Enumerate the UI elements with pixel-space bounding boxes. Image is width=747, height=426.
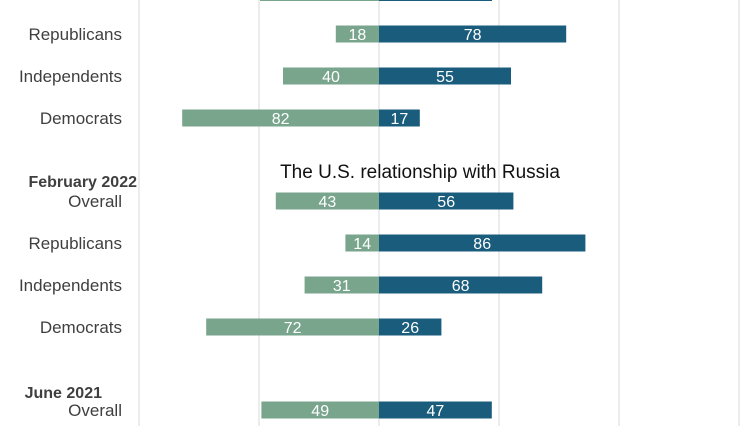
bar-value-negative: 40 (322, 69, 340, 86)
row-label: Independents (19, 276, 122, 295)
bar-negative (206, 318, 379, 336)
group-title: February 2022 (28, 174, 137, 191)
bar-value-negative: 82 (272, 111, 290, 128)
bar-positive (379, 67, 511, 85)
bar-positive (379, 192, 514, 210)
bar-positive (379, 318, 442, 336)
row-label: Democrats (40, 109, 122, 128)
bar-positive (379, 401, 492, 419)
bar-value-positive: 68 (452, 278, 470, 295)
bar-positive (379, 109, 420, 127)
bars: 18 78 40 55 82 17 43 56 14 86 31 68 72 26 49 47 (182, 25, 586, 420)
row-label: Republicans (28, 234, 122, 253)
row-label: Independents (19, 67, 122, 86)
row-labels: RepublicansIndependentsDemocratsOverallF… (19, 25, 137, 420)
bar-value-negative: 31 (333, 278, 351, 295)
bar-negative (275, 192, 379, 210)
bar-value-negative: 43 (319, 194, 337, 211)
bar-value-positive: 55 (436, 69, 454, 86)
bar-value-positive: 47 (427, 403, 445, 420)
bar-positive (379, 234, 586, 252)
bar-value-negative: 72 (284, 320, 302, 337)
bar-value-positive: 86 (473, 236, 491, 253)
row-label: Overall (68, 401, 122, 420)
row-label: Democrats (40, 318, 122, 337)
bar-negative (261, 401, 379, 419)
bar-negative (182, 109, 379, 127)
row-label: Overall (68, 192, 122, 211)
bar-value-positive: 78 (464, 27, 482, 44)
row-label: Republicans (28, 25, 122, 44)
bar-value-negative: 14 (353, 236, 371, 253)
bar-positive (379, 276, 543, 294)
bar-positive (379, 25, 567, 43)
top-partial-bar (260, 0, 492, 1)
bar-value-positive: 17 (391, 111, 409, 128)
chart-annotation: The U.S. relationship with Russia (280, 162, 560, 183)
gridlines (138, 0, 740, 426)
bar-value-negative: 49 (311, 403, 329, 420)
bar-negative (345, 234, 379, 252)
bar-value-positive: 56 (437, 194, 455, 211)
bar-positive-partial (379, 0, 492, 1)
bar-negative (283, 67, 379, 85)
bar-value-negative: 18 (349, 27, 367, 44)
bar-negative (335, 25, 379, 43)
group-title: June 2021 (25, 385, 102, 402)
bar-negative (304, 276, 379, 294)
bar-value-positive: 26 (401, 320, 419, 337)
bar-negative-partial (260, 0, 379, 1)
